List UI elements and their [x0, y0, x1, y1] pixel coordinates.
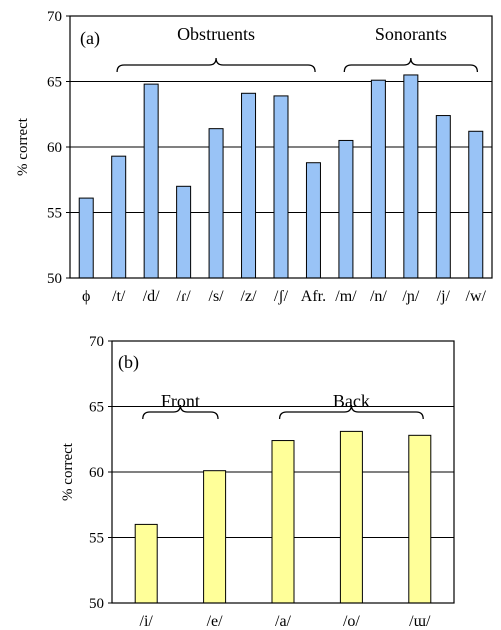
group-brace	[278, 404, 424, 420]
y-tick-label: 60	[47, 140, 62, 156]
bar	[78, 197, 94, 279]
bar	[338, 139, 354, 279]
chart-a: 50 55 60 65 70 ϕ/t/ /d/ /ɾ/ /s/ /z/ /ʃ/Afr. /m/ /n/ /…	[15, 9, 493, 305]
y-tick-label: 65	[89, 400, 104, 416]
bar	[271, 440, 295, 604]
category-label: /t/	[112, 288, 126, 305]
bar	[339, 430, 363, 604]
bar	[134, 523, 158, 604]
bar	[468, 130, 484, 279]
plot-frame	[111, 340, 455, 604]
category-label: /ɲ/	[402, 288, 419, 305]
category-label: /s/	[209, 288, 225, 305]
category-label: ϕ	[82, 288, 90, 305]
group-label: Front	[161, 391, 200, 411]
category-label: /ɾ/	[177, 288, 192, 305]
category-label: /m/	[335, 288, 357, 305]
panel-label: (b)	[118, 352, 139, 373]
category-label: /n/	[370, 288, 387, 305]
bar	[408, 434, 432, 604]
group-label: Back	[333, 391, 370, 411]
bar	[403, 74, 419, 279]
y-tick-label: 55	[89, 531, 104, 547]
bar	[273, 95, 289, 279]
group-label: Sonorants	[375, 24, 447, 44]
bar	[435, 115, 451, 279]
category-label: /a/	[275, 613, 292, 630]
chart-b: 50 55 60 65 70/i/ /e/ /a/ /o/ /ɯ/ % correct (b) Fro…	[60, 334, 455, 630]
category-label: /d/	[143, 288, 160, 305]
category-label: /o/	[343, 613, 360, 630]
bar	[203, 470, 227, 604]
y-tick-label: 50	[89, 596, 104, 612]
y-tick-label: 50	[47, 271, 62, 287]
category-label: /ʃ/	[274, 288, 289, 305]
y-axis-label: % correct	[60, 442, 76, 501]
category-label: /ɯ/	[409, 613, 431, 630]
y-tick-label: 65	[47, 75, 62, 91]
y-tick-label: 70	[47, 9, 62, 25]
bar	[305, 162, 321, 279]
category-label: /i/	[140, 613, 154, 630]
y-tick-label: 55	[47, 206, 62, 222]
group-label: Obstruents	[177, 24, 255, 44]
panel-label: (a)	[80, 28, 100, 49]
category-label: /w/	[466, 288, 487, 305]
y-tick-label: 70	[89, 334, 104, 350]
bar	[143, 83, 159, 279]
category-label: /j/	[437, 288, 451, 305]
category-label: /z/	[241, 288, 258, 305]
bar	[111, 155, 127, 279]
y-tick-label: 60	[89, 465, 104, 481]
bar	[241, 92, 257, 279]
category-label: /e/	[207, 613, 224, 630]
bar	[176, 185, 192, 279]
bar	[208, 128, 224, 279]
group-brace	[116, 57, 316, 73]
plot-frame	[69, 15, 493, 279]
group-brace	[142, 404, 219, 420]
group-brace	[343, 57, 479, 73]
category-label: Afr.	[301, 288, 326, 305]
bar	[370, 79, 386, 279]
y-axis-label: % correct	[15, 117, 31, 176]
